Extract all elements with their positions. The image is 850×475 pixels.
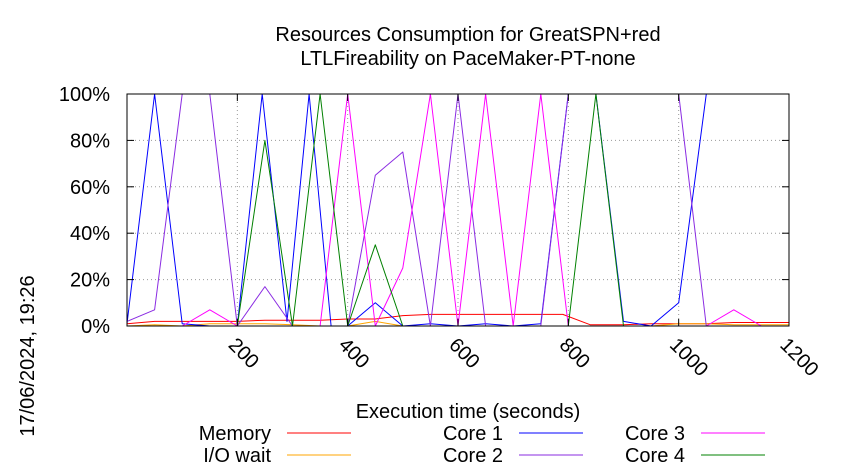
chart-subtitle: LTLFireability on PaceMaker-PT-none — [300, 48, 635, 70]
timestamp-label: 17/06/2024, 19:26 — [17, 275, 39, 436]
x-tick-label: 800 — [555, 334, 594, 373]
x-tick-label: 200 — [224, 334, 263, 373]
y-tick-label: 20% — [70, 270, 110, 292]
legend-label-memory: Memory — [199, 423, 271, 445]
y-tick-label: 80% — [70, 130, 110, 152]
series-line-core-1 — [126, 93, 789, 327]
x-axis-label: Execution time (seconds) — [356, 401, 581, 423]
y-tick-label: 0% — [81, 316, 110, 338]
x-tick-label: 600 — [444, 334, 483, 373]
legend-label-core-1: Core 1 — [443, 423, 503, 445]
axis-ticks: 0% 20% 40% 60% 80% 100% 200 400 600 800 1000 1200 — [59, 84, 823, 381]
grid-lines — [127, 94, 789, 326]
legend-label-core-4: Core 4 — [625, 445, 685, 467]
y-tick-label: 40% — [70, 223, 110, 245]
legend-label-core-3: Core 3 — [625, 423, 685, 445]
y-tick-label: 60% — [70, 177, 110, 199]
x-tick-label: 1200 — [775, 334, 822, 381]
legend-label-core-2: Core 2 — [443, 445, 503, 467]
x-tick-label: 400 — [334, 334, 373, 373]
y-tick-label: 100% — [59, 84, 110, 106]
chart-title: Resources Consumption for GreatSPN+red — [275, 24, 660, 46]
x-tick-label: 1000 — [665, 334, 712, 381]
legend-label-i-o-wait: I/O wait — [203, 445, 271, 467]
